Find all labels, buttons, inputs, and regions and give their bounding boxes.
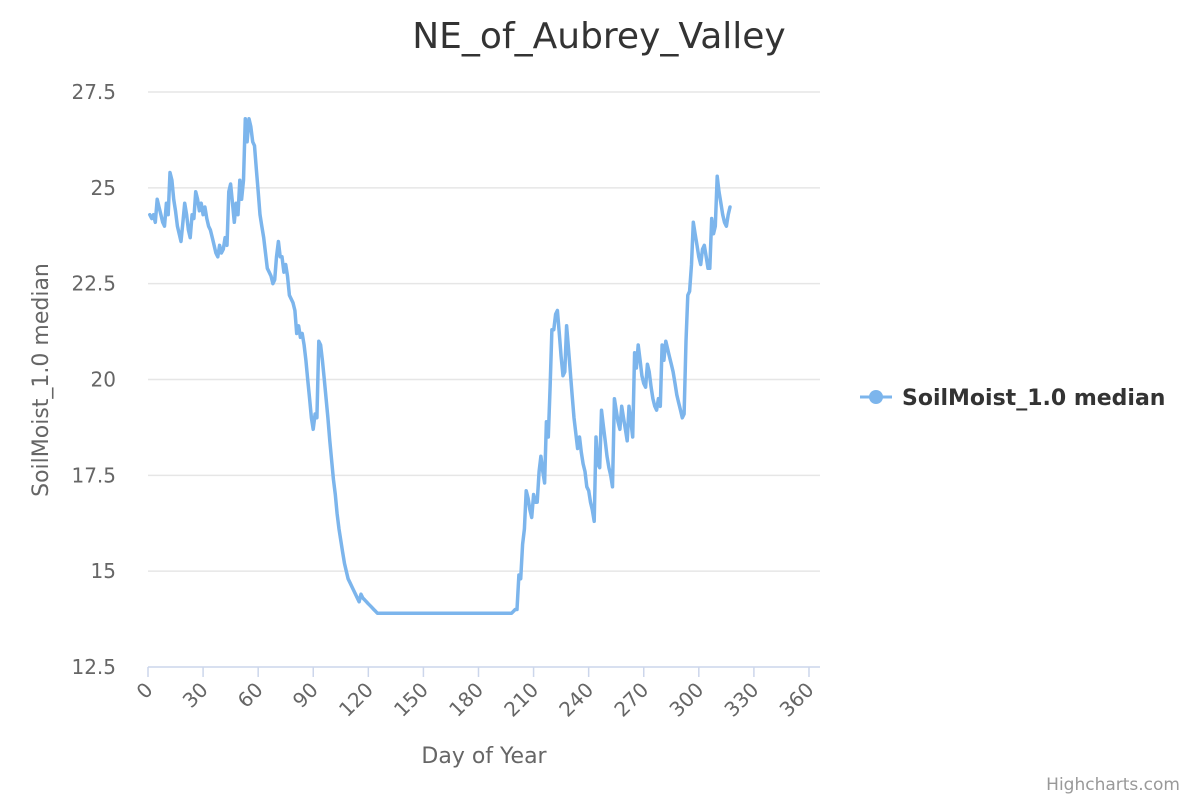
y-tick-label: 17.5 xyxy=(71,463,116,487)
x-tick-label: 150 xyxy=(389,678,433,722)
x-tick-label: 360 xyxy=(775,678,819,722)
x-tick-label: 180 xyxy=(444,678,488,722)
legend-item[interactable]: SoilMoist_1.0 median xyxy=(860,386,1165,411)
x-tick-label: 120 xyxy=(334,678,378,722)
y-tick-label: 25 xyxy=(91,176,116,200)
chart-title: NE_of_Aubrey_Valley xyxy=(412,16,785,57)
y-tick-label: 27.5 xyxy=(71,80,116,104)
x-tick-label: 30 xyxy=(178,678,213,713)
x-tick-label: 210 xyxy=(499,678,543,722)
x-tick-label: 60 xyxy=(233,678,268,713)
x-tick-label: 270 xyxy=(609,678,653,722)
x-tick-label: 90 xyxy=(288,678,323,713)
legend-label: SoilMoist_1.0 median xyxy=(902,386,1165,411)
grid-lines xyxy=(148,91,820,572)
series-line[interactable] xyxy=(148,117,732,616)
x-axis-ticks: 0 30 60 90 120 150 180 210 240 270 300 330 360 xyxy=(132,667,819,722)
x-tick-label: 240 xyxy=(554,678,598,722)
x-tick-label: 330 xyxy=(719,678,763,722)
y-axis-ticks: 12.5 15 17.5 20 22.5 25 27.5 xyxy=(71,80,116,679)
x-tick-label: 0 xyxy=(132,678,158,704)
y-tick-label: 22.5 xyxy=(71,272,116,296)
legend-marker-icon xyxy=(869,390,883,404)
y-tick-label: 12.5 xyxy=(71,655,116,679)
credits-link[interactable]: Highcharts.com xyxy=(1046,775,1180,795)
y-tick-label: 20 xyxy=(91,368,116,392)
x-tick-label: 300 xyxy=(664,678,708,722)
series-layer xyxy=(148,117,732,616)
x-axis-title: Day of Year xyxy=(421,744,547,769)
y-tick-label: 15 xyxy=(91,559,116,583)
y-axis-title: SoilMoist_1.0 median xyxy=(29,263,54,497)
